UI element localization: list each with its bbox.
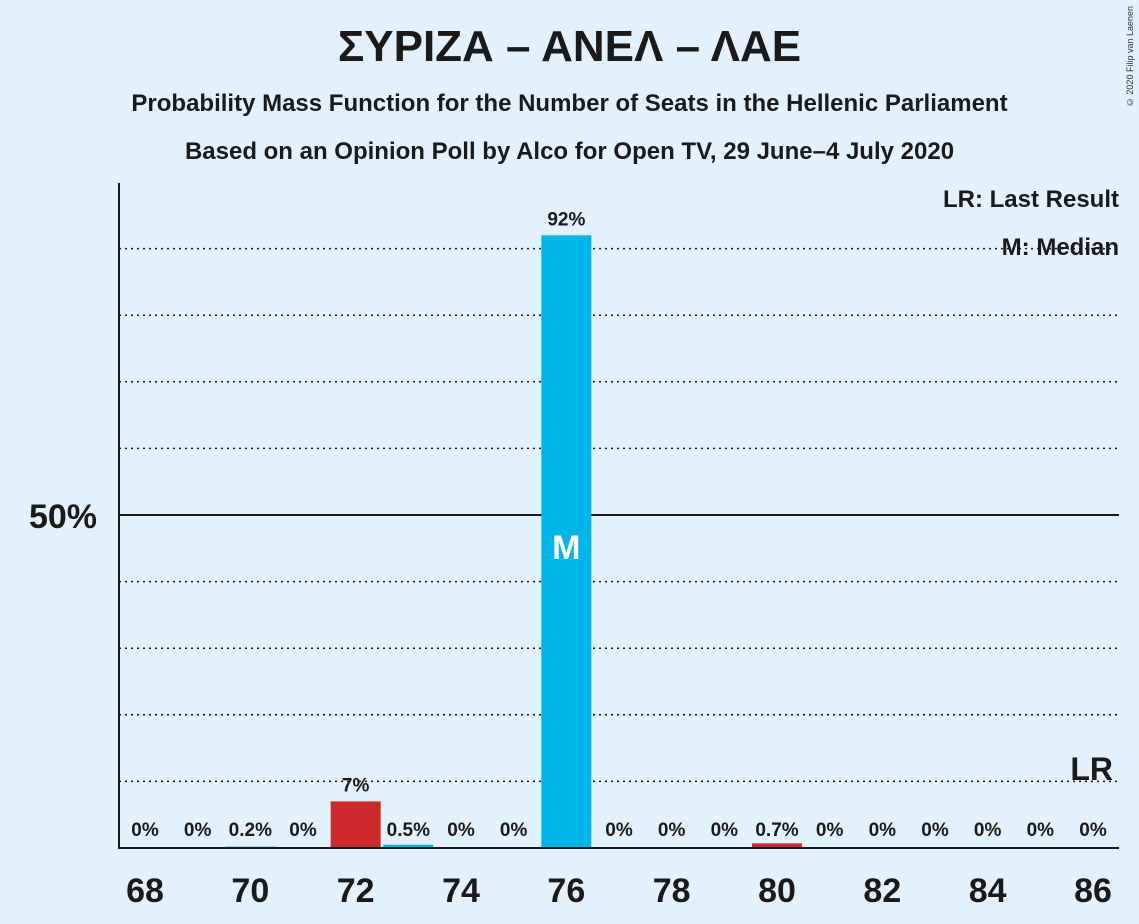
chart-title: ΣΥΡΙΖΑ – ΑΝΕΛ – ΛΑΕ xyxy=(337,22,802,71)
x-tick-label-82: 82 xyxy=(863,872,901,910)
data-label-80: 0.7% xyxy=(755,820,798,841)
data-label-86: 0% xyxy=(1079,820,1107,841)
x-tick-label-86: 86 xyxy=(1074,872,1112,910)
x-tick-label-80: 80 xyxy=(758,872,796,910)
legend-median: M: Median xyxy=(1001,234,1119,261)
legend-last-result: LR: Last Result xyxy=(942,186,1119,213)
x-tick-label-84: 84 xyxy=(969,872,1007,910)
y-tick-label: 50% xyxy=(29,498,97,536)
data-label-73: 0.5% xyxy=(387,820,430,841)
data-label-78: 0% xyxy=(658,820,686,841)
data-label-75: 0% xyxy=(500,820,528,841)
bar-80 xyxy=(752,843,802,848)
data-label-81: 0% xyxy=(816,820,844,841)
x-tick-label-76: 76 xyxy=(547,872,585,910)
data-label-72: 7% xyxy=(342,775,370,796)
data-label-79: 0% xyxy=(711,820,739,841)
data-label-71: 0% xyxy=(289,820,317,841)
chart-subtitle-2: Based on an Opinion Poll by Alco for Ope… xyxy=(184,138,955,165)
bar-73 xyxy=(383,844,434,848)
data-label-69: 0% xyxy=(184,820,212,841)
data-label-76: 92% xyxy=(547,209,585,230)
data-label-85: 0% xyxy=(1027,820,1055,841)
data-label-84: 0% xyxy=(974,820,1002,841)
bar-72 xyxy=(330,801,381,848)
data-label-68: 0% xyxy=(131,820,159,841)
median-marker: M xyxy=(552,529,580,567)
x-tick-label-70: 70 xyxy=(231,872,269,910)
data-label-83: 0% xyxy=(921,820,949,841)
last-result-marker: LR xyxy=(1070,751,1113,787)
data-label-77: 0% xyxy=(605,820,633,841)
data-label-70: 0.2% xyxy=(229,820,272,841)
bar-76 xyxy=(541,235,592,848)
x-tick-label-78: 78 xyxy=(653,872,691,910)
data-label-82: 0% xyxy=(869,820,897,841)
x-tick-label-72: 72 xyxy=(337,872,375,910)
x-tick-label-74: 74 xyxy=(442,872,480,910)
data-label-74: 0% xyxy=(447,820,475,841)
x-tick-label-68: 68 xyxy=(126,872,164,910)
chart-subtitle-1: Probability Mass Function for the Number… xyxy=(131,90,1008,117)
